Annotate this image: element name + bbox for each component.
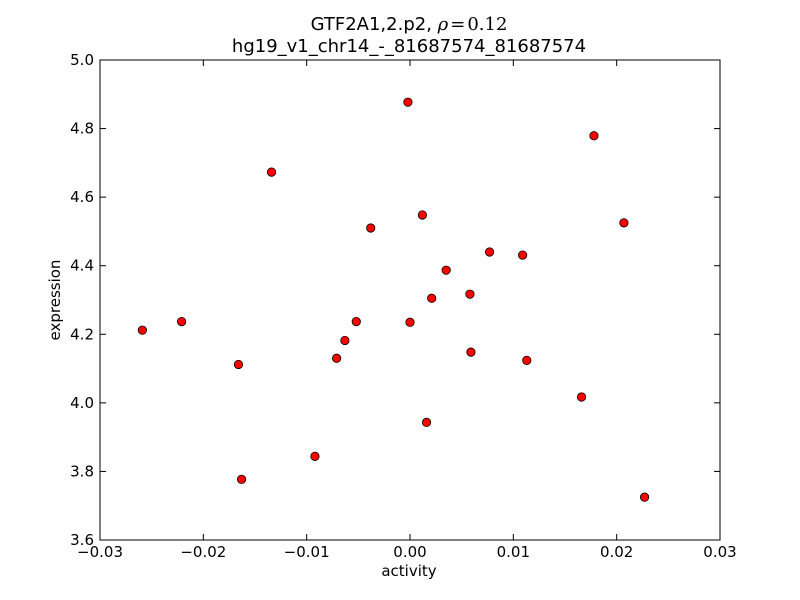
x-axis-label: activity xyxy=(381,562,436,580)
y-tick-label: 4.2 xyxy=(70,325,94,343)
y-tick-label: 4.8 xyxy=(70,120,94,138)
x-tick-label: −0.01 xyxy=(284,543,330,561)
data-point xyxy=(340,335,350,346)
x-tick-label: 0.00 xyxy=(393,543,426,561)
data-point xyxy=(522,355,532,365)
data-point xyxy=(233,359,244,370)
data-point xyxy=(518,250,528,260)
data-point xyxy=(137,325,147,335)
data-point xyxy=(266,167,277,177)
x-tick-label: −0.02 xyxy=(180,543,226,561)
y-axis-ticks: 3.6 3.8 4.0 4.2 4.4 4.6 4.8 5.0 xyxy=(70,51,720,549)
chart-subtitle: hg19_v1_chr14_-_81687574_81687574 xyxy=(232,36,586,57)
data-point xyxy=(589,131,599,141)
data-point xyxy=(466,347,476,357)
plot-area-frame xyxy=(99,59,721,541)
data-point xyxy=(332,353,342,363)
chart-title-rho-symbol: ρ xyxy=(437,14,449,35)
data-point xyxy=(484,247,495,257)
data-point xyxy=(177,316,187,327)
y-tick-label: 3.8 xyxy=(70,462,94,480)
data-point xyxy=(576,392,587,402)
y-tick-label: 3.6 xyxy=(70,531,94,549)
data-point xyxy=(427,293,437,303)
chart-title-gene: GTF2A1,2.p2, xyxy=(311,14,438,35)
y-axis-label: expression xyxy=(46,260,64,341)
x-axis-ticks: −0.03 −0.02 −0.01 0.00 0.01 0.02 0.03 xyxy=(77,60,737,561)
x-tick-label: −0.03 xyxy=(77,543,123,561)
y-tick-label: 5.0 xyxy=(70,51,94,69)
data-point xyxy=(351,316,361,327)
y-tick-label: 4.4 xyxy=(70,257,94,275)
chart-title: GTF2A1,2.p2, ρ = 0.12 xyxy=(311,14,508,35)
x-tick-label: 0.02 xyxy=(600,543,633,561)
data-point xyxy=(465,289,475,299)
data-point xyxy=(619,218,629,228)
y-tick-label: 4.0 xyxy=(70,394,94,412)
chart-title-rho-equals: = xyxy=(450,14,465,35)
data-point xyxy=(441,265,451,275)
data-points xyxy=(137,97,650,502)
data-point xyxy=(236,474,247,484)
chart-title-rho-value: 0.12 xyxy=(467,14,507,35)
data-point xyxy=(366,223,376,233)
data-point xyxy=(405,317,415,327)
data-point xyxy=(421,417,432,427)
x-tick-label: 0.03 xyxy=(703,543,736,561)
data-point xyxy=(310,451,320,461)
data-point xyxy=(417,210,427,220)
data-point xyxy=(639,492,650,502)
data-point xyxy=(403,97,413,107)
y-tick-label: 4.6 xyxy=(70,188,94,206)
x-tick-label: 0.01 xyxy=(497,543,530,561)
